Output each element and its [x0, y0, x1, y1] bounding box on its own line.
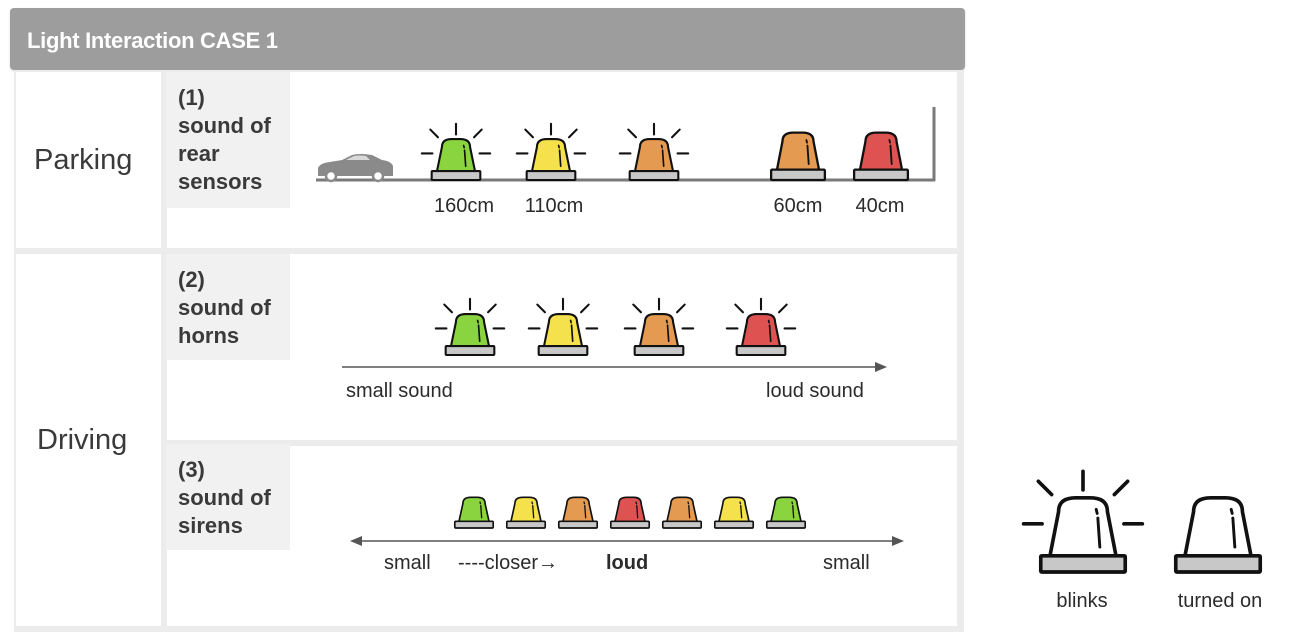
case-label-line: (3): [178, 457, 205, 482]
blinking-siren-orange: [623, 297, 695, 357]
case-label-line: horns: [178, 323, 240, 348]
case-label-sirens: (3) sound of sirens: [166, 444, 290, 550]
distance-label: 160cm: [433, 195, 495, 217]
horns-arrow: [342, 362, 887, 372]
driving-section-cell: [16, 254, 161, 626]
steady-siren-yellow: [505, 496, 547, 529]
horn-end-label: loud sound: [766, 380, 864, 402]
distance-label: 60cm: [773, 195, 823, 217]
case-label-line: (2): [178, 267, 205, 292]
case-label-line: sirens: [178, 513, 243, 538]
steady-siren-green: [765, 496, 807, 529]
steady-siren-orange: [661, 496, 703, 529]
page-title: Light Interaction CASE 1: [27, 28, 278, 53]
sirens-panel: [167, 446, 957, 626]
case-label-line: sound of: [178, 295, 271, 320]
case-label-line: sound of: [178, 485, 271, 510]
steady-siren-red: [852, 131, 910, 182]
case-label-line: sound of: [178, 113, 271, 138]
sirens-arrow: [350, 536, 904, 546]
steady-siren-yellow: [713, 496, 755, 529]
blinking-siren-yellow: [515, 122, 587, 182]
blinking-siren-green: [420, 122, 492, 182]
steady-siren-green: [453, 496, 495, 529]
parking-section-cell: [16, 72, 161, 248]
steady-siren-orange: [769, 131, 827, 182]
distance-label: 110cm: [524, 195, 584, 217]
steady-siren-icon: [1173, 495, 1263, 574]
steady-siren-red: [609, 496, 651, 529]
case-label-rear-sensors: (1) sound of rear sensors: [166, 72, 290, 208]
legend-label-blinks: blinks: [1056, 590, 1108, 612]
case-label-line: rear: [178, 141, 220, 166]
title-bar: Light Interaction CASE 1: [10, 8, 965, 70]
case-label-line: sensors: [178, 169, 263, 194]
blinking-siren-orange: [618, 122, 690, 182]
distance-label: 40cm: [855, 195, 905, 217]
siren-peak-label: loud: [606, 552, 649, 574]
car-icon: [318, 154, 393, 183]
section-label-parking: Parking: [34, 144, 133, 176]
siren-closer-label: ----closer→: [458, 552, 558, 574]
blinking-siren-green: [434, 297, 506, 357]
section-label-driving: Driving: [37, 424, 128, 456]
case-label-horns: (2) sound of horns: [166, 254, 290, 360]
legend-label-turned-on: turned on: [1177, 590, 1263, 612]
horn-start-label: small sound: [346, 380, 453, 402]
blinking-siren-red: [725, 297, 797, 357]
case-label-line: (1): [178, 85, 205, 110]
steady-siren-orange: [557, 496, 599, 529]
siren-right-label: small: [823, 552, 870, 574]
blinking-siren-yellow: [527, 297, 599, 357]
siren-left-label: small: [384, 552, 431, 574]
blinking-siren-icon: [1021, 469, 1145, 574]
